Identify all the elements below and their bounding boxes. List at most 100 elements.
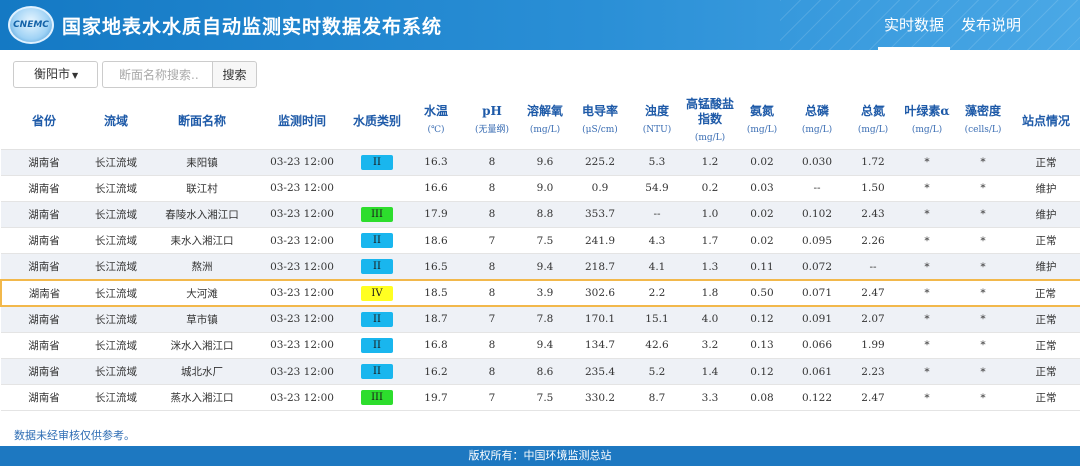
table-cell: * [899,384,955,412]
table-cell: * [899,358,955,386]
table-cell: 2.2 [631,278,683,308]
column-label: 省份 [31,113,56,128]
table-cell: 42.6 [631,332,683,360]
app-header: CNEMC 国家地表水水质自动监测实时数据发布系统 实时数据 发布说明 [0,0,1080,50]
table-cell: 长江流域 [87,149,145,176]
table-cell: 1.50 [847,175,899,202]
caret-down-icon: ▼ [72,71,79,80]
water-grade-badge: II [361,233,393,249]
water-grade-cell: II [345,149,409,176]
table-cell: 8.7 [631,384,683,412]
column-unit: (cells/L) [964,125,1002,136]
column-unit: (mg/L) [911,125,943,136]
table-cell: * [955,306,1011,333]
table-cell: 长江流域 [87,358,145,386]
city-select[interactable]: 衡阳市 ▼ [13,61,98,88]
table-cell: 18.5 [409,278,463,308]
column-header: pH (无量纲) [463,94,521,150]
table-cell: * [955,384,1011,412]
table-cell: * [955,227,1011,255]
table-cell: 0.12 [737,306,787,333]
table-cell: * [955,358,1011,386]
header-decoration [780,0,1080,50]
table-cell: 5.2 [631,358,683,386]
column-header: 总氮 (mg/L) [847,94,899,150]
table-row[interactable]: 湖南省 长江流域 联江村 03-23 12:00 16.6 8 9.0 0.9 54.9 0.2 0… [1,175,1080,202]
table-cell: 9.4 [521,253,569,281]
column-header: 流域 [87,94,145,150]
table-cell: 7 [463,384,521,412]
column-label: 总氮 [860,104,885,119]
station-search-input[interactable] [102,61,212,88]
table-cell: 0.071 [787,278,847,308]
table-row[interactable]: 湖南省 长江流域 熬洲 03-23 12:00 II 16.5 8 9.4 218.7 4.1 1.… [1,253,1080,281]
table-cell: 正常 [1011,149,1080,176]
column-header: 浊度 (NTU) [631,94,683,150]
table-cell: 7 [463,227,521,255]
table-row[interactable]: 湖南省 长江流域 草市镇 03-23 12:00 II 18.7 7 7.8 170.1 15.1… [1,306,1080,333]
city-select-value: 衡阳市 [34,67,71,81]
table-cell: 2.23 [847,358,899,386]
table-cell: 03-23 12:00 [259,306,345,333]
table-row[interactable]: 湖南省 长江流域 大河滩 03-23 12:00 IV 18.5 8 3.9 302.6 2.2 1… [0,278,1080,308]
cnemc-logo: CNEMC [8,6,54,44]
table-cell: 维护 [1011,201,1080,229]
table-cell: * [955,201,1011,229]
table-row[interactable]: 湖南省 长江流域 城北水厂 03-23 12:00 II 16.2 8 8.6 235.4 5.2… [1,358,1080,386]
column-label: 水温 [423,104,448,119]
column-label: 浊度 [644,104,669,119]
table-cell: 湖南省 [1,306,87,333]
column-header: 电导率 (μS/cm) [569,94,631,150]
table-row[interactable]: 湖南省 长江流域 春陵水入湘江口 03-23 12:00 III 17.9 8 8.8 353.… [1,201,1080,229]
table-cell: 0.102 [787,201,847,229]
table-cell: 正常 [1011,332,1080,360]
table-row[interactable]: 湖南省 长江流域 蒸水入湘江口 03-23 12:00 III 19.7 7 7.5 330.2… [1,384,1080,412]
table-cell: * [899,175,955,202]
table-cell: 1.7 [683,227,737,255]
table-row[interactable]: 湖南省 长江流域 耒水入湘江口 03-23 12:00 II 18.6 7 7.5 241.9 4… [1,227,1080,255]
column-header: 省份 [1,94,87,150]
table-cell: 0.095 [787,227,847,255]
table-cell: 湖南省 [0,278,87,308]
table-cell: 长江流域 [87,227,145,255]
table-cell: 03-23 12:00 [259,227,345,255]
water-grade-badge: II [361,259,393,275]
table-cell: * [899,253,955,281]
table-cell: 8 [463,201,521,229]
table-cell: 7 [463,306,521,333]
column-label: pH [482,104,502,119]
water-grade-cell: IV [345,278,409,308]
column-unit: (mg/L) [746,125,778,136]
water-grade-badge: III [361,390,393,406]
table-cell: 正常 [1011,227,1080,255]
water-grade-cell: II [345,332,409,360]
table-cell: 03-23 12:00 [259,278,345,308]
search-button[interactable]: 搜索 [212,61,257,88]
table-cell: 0.02 [737,201,787,229]
table-cell: 353.7 [569,201,631,229]
nav-realtime-data[interactable]: 实时数据 [878,0,950,50]
table-cell: 湖南省 [1,253,87,281]
table-cell: 0.03 [737,175,787,202]
column-label: 断面名称 [177,113,226,128]
column-unit: (μS/cm) [582,125,618,136]
table-cell: 正常 [1011,278,1080,308]
water-grade-badge: II [361,154,393,170]
table-cell: 4.3 [631,227,683,255]
footer-copyright: 版权所有：中国环境监测总站 [0,446,1080,466]
water-grade-badge: III [361,206,393,222]
table-cell: 8 [463,175,521,202]
nav-release-notes[interactable]: 发布说明 [960,16,1021,34]
table-cell: 湖南省 [1,384,87,412]
table-cell: 5.3 [631,149,683,176]
water-quality-table: 省份 流域 断面名称 监测时间 水质类别 水温 (℃) pH (无量纲) 溶解氧 (mg/L) 电导率… [0,94,1080,412]
table-cell: 维护 [1011,253,1080,281]
table-cell: * [899,278,955,308]
table-row[interactable]: 湖南省 长江流域 洣水入湘江口 03-23 12:00 II 16.8 8 9.4 134.7 4… [1,332,1080,360]
table-cell: 2.43 [847,201,899,229]
table-cell: 16.2 [409,358,463,386]
table-cell: 湖南省 [1,332,87,360]
column-header: 溶解氧 (mg/L) [521,94,569,150]
table-row[interactable]: 湖南省 长江流域 耒阳镇 03-23 12:00 II 16.3 8 9.6 225.2 5.3 1… [1,149,1080,176]
table-cell: 湖南省 [1,201,87,229]
